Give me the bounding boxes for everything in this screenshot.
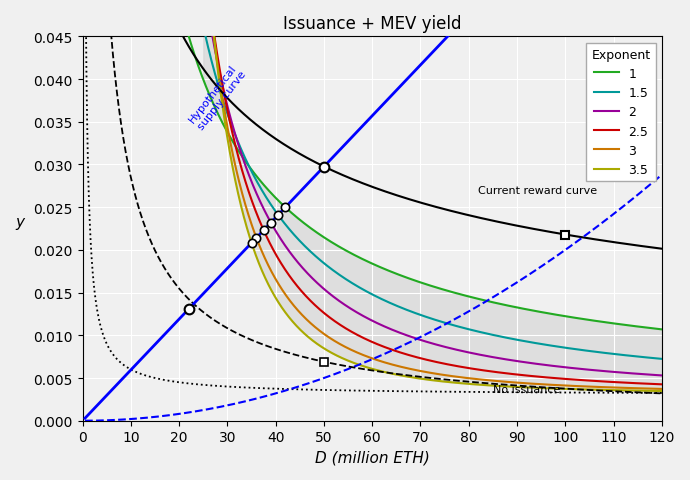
- Title: Issuance + MEV yield: Issuance + MEV yield: [283, 15, 462, 33]
- X-axis label: D (million ETH): D (million ETH): [315, 450, 430, 465]
- Text: No issuance: No issuance: [493, 384, 560, 394]
- Text: Current reward curve: Current reward curve: [478, 186, 598, 196]
- Legend: 1, 1.5, 2, 2.5, 3, 3.5: 1, 1.5, 2, 2.5, 3, 3.5: [586, 44, 656, 182]
- Text: Hypothetical
supply curve: Hypothetical supply curve: [187, 62, 248, 132]
- Y-axis label: y: y: [15, 214, 24, 229]
